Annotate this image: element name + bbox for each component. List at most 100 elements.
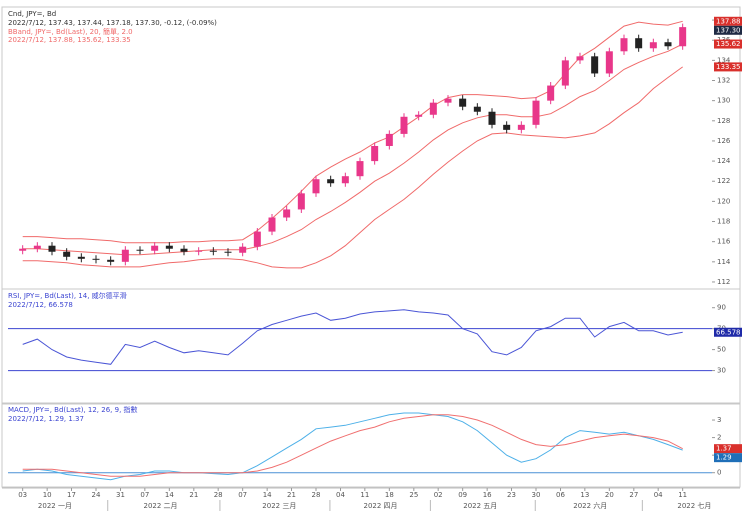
candle-body xyxy=(679,27,687,47)
x-tick-label: 06 xyxy=(556,491,565,499)
value-badge xyxy=(714,39,742,49)
candle-body xyxy=(239,246,247,253)
x-tick-label: 25 xyxy=(409,491,418,499)
candle-body xyxy=(517,124,525,130)
y-tick-label: 134 xyxy=(717,56,731,64)
value-badge-label: 137.88 xyxy=(716,17,741,25)
series-line xyxy=(22,414,683,477)
panel-title: MACD, JPY=, Bd(Last), 12, 26, 9, 指數 xyxy=(8,405,138,414)
candle-body xyxy=(33,245,41,249)
x-tick-label: 11 xyxy=(360,491,369,499)
value-badge-label: 133.35 xyxy=(716,63,741,71)
month-label: 2022 三月 xyxy=(262,502,296,510)
candle-body xyxy=(488,111,496,125)
y-tick-label: 122 xyxy=(717,177,730,185)
month-label: 2022 五月 xyxy=(463,502,497,510)
x-tick-label: 14 xyxy=(165,491,174,499)
panel-subtitle: 2022/7/12, 1.29, 1.37 xyxy=(8,415,84,423)
x-tick-label: 16 xyxy=(483,491,492,499)
candle-body xyxy=(649,42,657,49)
band-upper xyxy=(22,20,683,244)
value-badge xyxy=(714,16,742,26)
value-badge-label: 135.62 xyxy=(716,40,741,48)
series-line xyxy=(22,412,683,481)
candle-body xyxy=(356,161,364,177)
x-tick-label: 18 xyxy=(385,491,394,499)
candle-body xyxy=(63,251,71,257)
value-badge-label: 137.30 xyxy=(716,26,741,34)
candle-body xyxy=(327,179,335,184)
x-tick-label: 30 xyxy=(532,491,541,499)
candle-body xyxy=(473,106,481,112)
candle-body xyxy=(224,251,232,253)
x-tick-label: 04 xyxy=(336,491,345,499)
x-tick-label: 17 xyxy=(67,491,76,499)
candle-body xyxy=(561,60,569,86)
x-tick-label: 10 xyxy=(43,491,52,499)
value-badge xyxy=(714,62,742,72)
candle-body xyxy=(620,38,628,52)
y-tick-label: 120 xyxy=(717,197,730,205)
candle-body xyxy=(268,217,276,232)
y-tick-label: 3 xyxy=(717,416,721,424)
x-tick-label: 20 xyxy=(605,491,614,499)
value-badge xyxy=(714,25,742,35)
value-badge-label: 1.37 xyxy=(716,445,732,453)
y-tick-label: 118 xyxy=(717,218,730,226)
y-tick-label: 124 xyxy=(717,157,731,165)
x-tick-label: 07 xyxy=(238,491,247,499)
candle-body xyxy=(371,145,379,162)
y-tick-label: 30 xyxy=(717,367,726,375)
y-tick-label: 130 xyxy=(717,97,730,105)
x-tick-label: 28 xyxy=(214,491,223,499)
x-tick-label: 03 xyxy=(18,491,27,499)
candle-body xyxy=(77,256,85,259)
series-line xyxy=(22,309,683,365)
y-tick-label: 90 xyxy=(717,304,726,312)
y-tick-label: 128 xyxy=(717,117,730,125)
y-tick-label: 0 xyxy=(717,469,721,477)
x-tick-label: 02 xyxy=(434,491,443,499)
candle-body xyxy=(209,250,217,252)
candle-body xyxy=(385,133,393,146)
panel-title: Cnd, JPY=, Bd xyxy=(8,10,56,18)
candle-body xyxy=(107,259,115,262)
x-tick-label: 04 xyxy=(654,491,663,499)
y-tick-label: 2 xyxy=(717,434,721,442)
candle-body xyxy=(459,98,467,107)
band-middle xyxy=(22,43,683,256)
month-label: 2022 七月 xyxy=(677,501,711,510)
panel-frame xyxy=(1,288,741,405)
x-tick-label: 27 xyxy=(629,491,638,499)
candle-body xyxy=(136,249,144,251)
candle-body xyxy=(180,248,188,252)
month-label: 2022 四月 xyxy=(364,502,398,510)
candle-body xyxy=(532,100,540,125)
month-label: 2022 二月 xyxy=(144,502,178,510)
panel-frame xyxy=(1,6,741,290)
x-tick-label: 23 xyxy=(507,491,516,499)
x-tick-label: 14 xyxy=(263,491,272,499)
y-tick-label: 126 xyxy=(717,137,731,145)
x-tick-label: 07 xyxy=(140,491,149,499)
candle-body xyxy=(415,114,423,117)
candle-body xyxy=(400,116,408,134)
month-label: 2022 一月 xyxy=(38,502,72,510)
month-label: 2022 六月 xyxy=(573,501,607,510)
candle-body xyxy=(635,38,643,49)
candle-body xyxy=(297,193,305,210)
x-tick-label: 31 xyxy=(116,491,125,499)
candle-body xyxy=(444,98,452,103)
candle-body xyxy=(253,231,261,247)
x-tick-label: 24 xyxy=(92,491,101,499)
panel-frame xyxy=(1,402,741,488)
candle-body xyxy=(48,245,56,252)
x-tick-label: 11 xyxy=(678,491,687,499)
candle-body xyxy=(92,258,100,260)
x-tick-label: 28 xyxy=(312,491,321,499)
x-tick-label: 09 xyxy=(458,491,467,499)
candle-body xyxy=(591,56,599,74)
candle-body xyxy=(503,124,511,130)
y-tick-label: 114 xyxy=(717,258,731,266)
